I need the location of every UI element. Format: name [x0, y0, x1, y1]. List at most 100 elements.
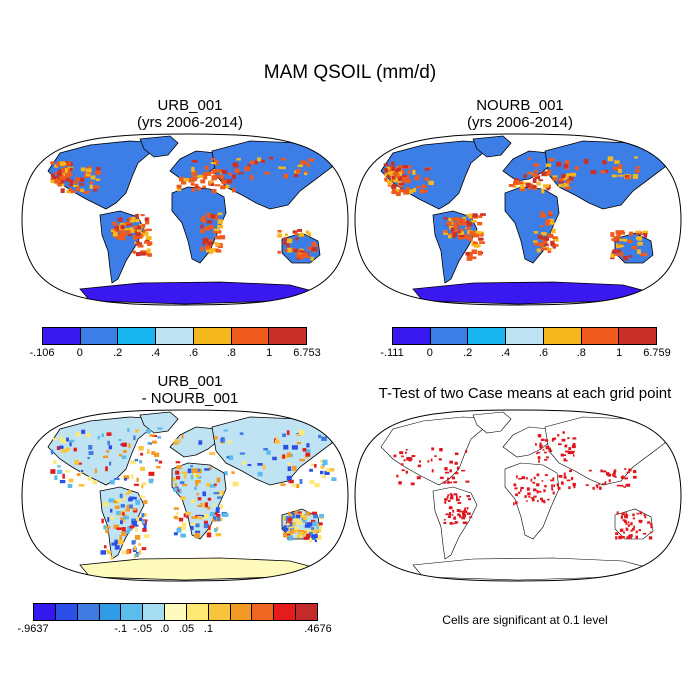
field-cell — [466, 251, 473, 257]
diff-cell — [291, 512, 295, 517]
significant-cell — [438, 458, 442, 460]
significant-cell — [403, 459, 406, 462]
significant-cell — [616, 511, 619, 515]
field-cell — [112, 232, 118, 237]
colorbar-urb-swatch — [80, 328, 119, 344]
significant-cell — [434, 455, 437, 457]
field-cell — [393, 167, 400, 171]
colorbar-nourb-tick-label: .2 — [463, 347, 473, 359]
field-cell — [618, 164, 623, 170]
colorbar-urb-tick-label: .4 — [150, 347, 161, 359]
significant-cell — [544, 485, 547, 488]
diff-cell — [321, 475, 327, 479]
colorbar-nourb-swatch — [393, 328, 431, 344]
field-cell — [635, 230, 641, 234]
field-cell — [206, 212, 211, 216]
field-cell — [302, 252, 309, 258]
diff-cell — [313, 514, 319, 519]
significant-cell — [563, 458, 566, 462]
diff-cell — [299, 479, 303, 484]
diff-cell — [194, 486, 197, 490]
field-cell — [137, 233, 143, 239]
diff-cell — [124, 477, 127, 481]
diff-cell — [139, 460, 143, 464]
significant-cell — [639, 511, 643, 515]
significant-cell — [561, 438, 566, 442]
field-cell — [416, 185, 421, 189]
diff-cell — [287, 466, 292, 472]
diff-cell — [319, 526, 322, 530]
colorbar-urb-tick-label: .2 — [113, 347, 123, 359]
colorbar-nourb-tick-label: -.111 — [380, 347, 404, 359]
field-cell — [446, 221, 453, 225]
map-urb — [21, 133, 349, 306]
field-cell — [545, 223, 551, 226]
field-cell — [65, 173, 71, 179]
diff-cell — [197, 514, 204, 518]
diff-cell — [122, 527, 126, 532]
field-cell — [296, 169, 301, 173]
map-nourb — [354, 133, 682, 306]
diff-cell — [115, 511, 121, 515]
significant-cell — [624, 520, 628, 524]
field-cell — [570, 172, 576, 177]
diff-cell — [315, 534, 322, 540]
significant-cell — [537, 451, 541, 454]
significant-cell — [418, 460, 422, 463]
field-cell — [232, 162, 239, 168]
diff-cell — [61, 448, 67, 453]
field-cell — [214, 169, 221, 173]
significant-cell — [518, 478, 522, 480]
continent-greenland — [472, 411, 512, 434]
colorbar-diff-swatch — [296, 604, 317, 620]
significant-cell — [601, 483, 605, 485]
field-cell — [69, 183, 74, 187]
significant-cell — [625, 523, 628, 525]
field-cell — [551, 228, 556, 234]
diff-cell — [215, 526, 219, 531]
panel-title-diff-line2: - NOURB_001 — [141, 390, 239, 407]
diff-cell — [105, 466, 108, 472]
diff-cell — [291, 453, 294, 457]
field-cell — [201, 219, 206, 223]
diff-cell — [88, 444, 93, 450]
diff-cell — [213, 492, 220, 495]
field-cell — [414, 176, 420, 181]
field-cell — [202, 172, 208, 176]
diff-cell — [110, 555, 114, 560]
significant-cell — [453, 493, 458, 496]
diff-cell — [204, 468, 210, 471]
diff-cell — [106, 549, 110, 553]
field-cell — [89, 184, 94, 189]
field-cell — [539, 214, 545, 218]
colorbar-diff-swatch — [121, 604, 144, 620]
significant-cell — [649, 531, 653, 534]
diff-cell — [185, 511, 191, 516]
field-cell — [142, 229, 147, 234]
field-cell — [542, 214, 547, 218]
significant-cell — [466, 495, 470, 498]
continent-namerica — [47, 140, 161, 210]
field-cell — [610, 232, 615, 237]
field-cell — [641, 230, 647, 235]
colorbar-diff-swatch — [55, 604, 78, 620]
field-cell — [627, 239, 633, 244]
diff-cell — [146, 449, 150, 454]
field-cell — [611, 238, 617, 241]
field-cell — [69, 167, 73, 172]
significant-cell — [605, 472, 610, 476]
field-cell — [95, 185, 101, 188]
diff-cell — [295, 514, 300, 520]
field-cell — [552, 237, 559, 242]
diff-cell — [300, 519, 307, 522]
significant-cell — [540, 438, 545, 442]
colorbar-urb-swatch — [269, 328, 307, 344]
field-cell — [451, 231, 457, 237]
colorbar-nourb-tick-label: .6 — [538, 347, 549, 359]
field-cell — [533, 231, 539, 234]
field-cell — [123, 228, 130, 231]
diff-cell — [87, 476, 92, 481]
diff-cell — [107, 551, 112, 555]
field-cell — [65, 177, 71, 182]
diff-cell — [190, 465, 193, 468]
